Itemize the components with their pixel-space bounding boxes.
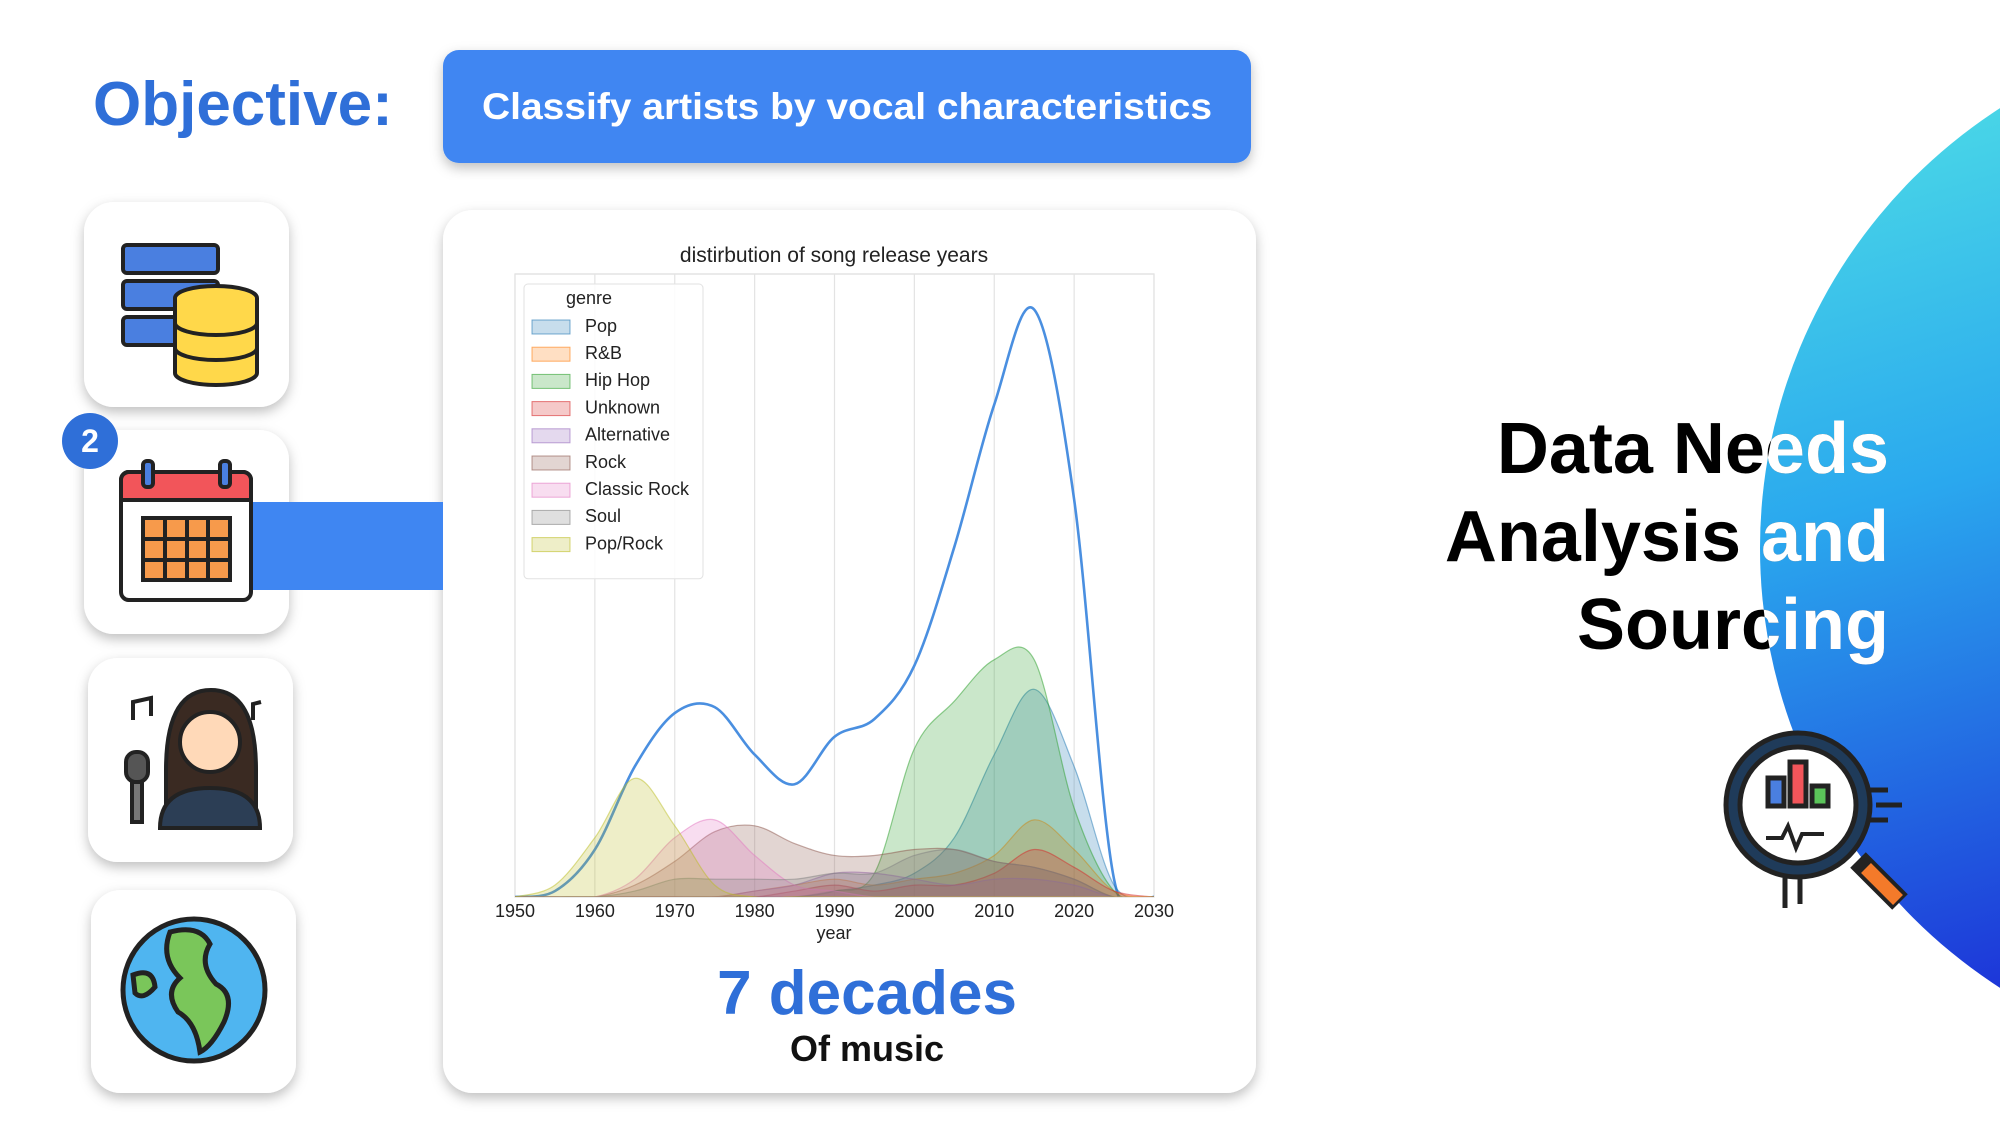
chart-title: distirbution of song release years <box>680 244 988 267</box>
heading-line: Data Needs <box>1497 409 1889 489</box>
area-fill <box>515 849 1154 897</box>
area-fill <box>515 849 1154 897</box>
area-fill <box>515 872 1154 897</box>
area-fill <box>515 647 1154 897</box>
x-tick-label: 2010 <box>974 901 1014 921</box>
x-tick-label: 2000 <box>894 901 934 921</box>
x-axis-label: year <box>816 923 851 943</box>
x-tick-label: 1950 <box>495 901 535 921</box>
area-line <box>515 818 1154 897</box>
total-line <box>515 306 1154 897</box>
area-line <box>515 777 1154 897</box>
legend-label: Classic Rock <box>585 479 690 499</box>
objective-label: Objective: <box>93 70 393 139</box>
area-line <box>515 819 1154 897</box>
objective-text: Classify artists by vocal characteristic… <box>482 86 1212 127</box>
icon-database <box>121 243 259 387</box>
area-line <box>515 848 1154 897</box>
legend-label: Rock <box>585 452 627 472</box>
chart: distirbution of song release years 1950 1… <box>495 244 1174 943</box>
step-badge <box>62 413 118 469</box>
heading-line: Sourcing <box>1577 585 1889 665</box>
area-line <box>515 848 1154 897</box>
legend-title: genre <box>566 288 612 308</box>
legend-label: Soul <box>585 506 621 526</box>
highlight-title: 7 decades <box>717 959 1017 1028</box>
area-fill <box>515 778 1154 897</box>
highlight-subtitle: Of music <box>790 1028 944 1069</box>
legend-swatch <box>531 346 571 362</box>
x-tick-label: 1960 <box>575 901 615 921</box>
legend-swatch <box>531 401 571 417</box>
x-tick-label: 2030 <box>1134 901 1174 921</box>
heading-line: Analysis and <box>1445 497 1889 577</box>
area-fill <box>515 819 1154 897</box>
heading-line: Data Needs <box>1497 409 1889 489</box>
legend-swatch <box>531 319 571 335</box>
connector <box>250 502 443 590</box>
x-tick-label: 2020 <box>1054 901 1094 921</box>
area-fill <box>515 819 1154 897</box>
heading-line: Sourcing <box>1577 585 1889 665</box>
legend-swatch <box>531 428 571 444</box>
legend-label: Hip Hop <box>585 370 650 390</box>
x-tick-label: 1980 <box>735 901 775 921</box>
legend-swatch <box>531 455 571 471</box>
legend-label: R&B <box>585 343 622 363</box>
step-badge-number: 2 <box>81 423 99 459</box>
objective-button[interactable] <box>443 50 1251 163</box>
legend-label: Unknown <box>585 397 660 417</box>
icon-globe <box>120 916 268 1064</box>
heading-line: Analysis and <box>1445 497 1889 577</box>
area-fill <box>515 689 1154 897</box>
legend-swatch <box>531 537 571 553</box>
icon-calendar <box>119 459 253 602</box>
x-tick-label: 1970 <box>655 901 695 921</box>
legend-swatch <box>531 373 571 389</box>
legend-label: Pop/Rock <box>585 533 664 553</box>
legend-label: Pop <box>585 316 617 336</box>
x-tick-label: 1990 <box>814 901 854 921</box>
icon-singer <box>124 687 263 830</box>
legend-swatch <box>531 509 571 525</box>
legend-label: Alternative <box>585 425 670 445</box>
legend-box <box>523 283 704 580</box>
area-line <box>515 646 1154 897</box>
icon-analysis <box>1723 730 1908 910</box>
legend-swatch <box>531 482 571 498</box>
